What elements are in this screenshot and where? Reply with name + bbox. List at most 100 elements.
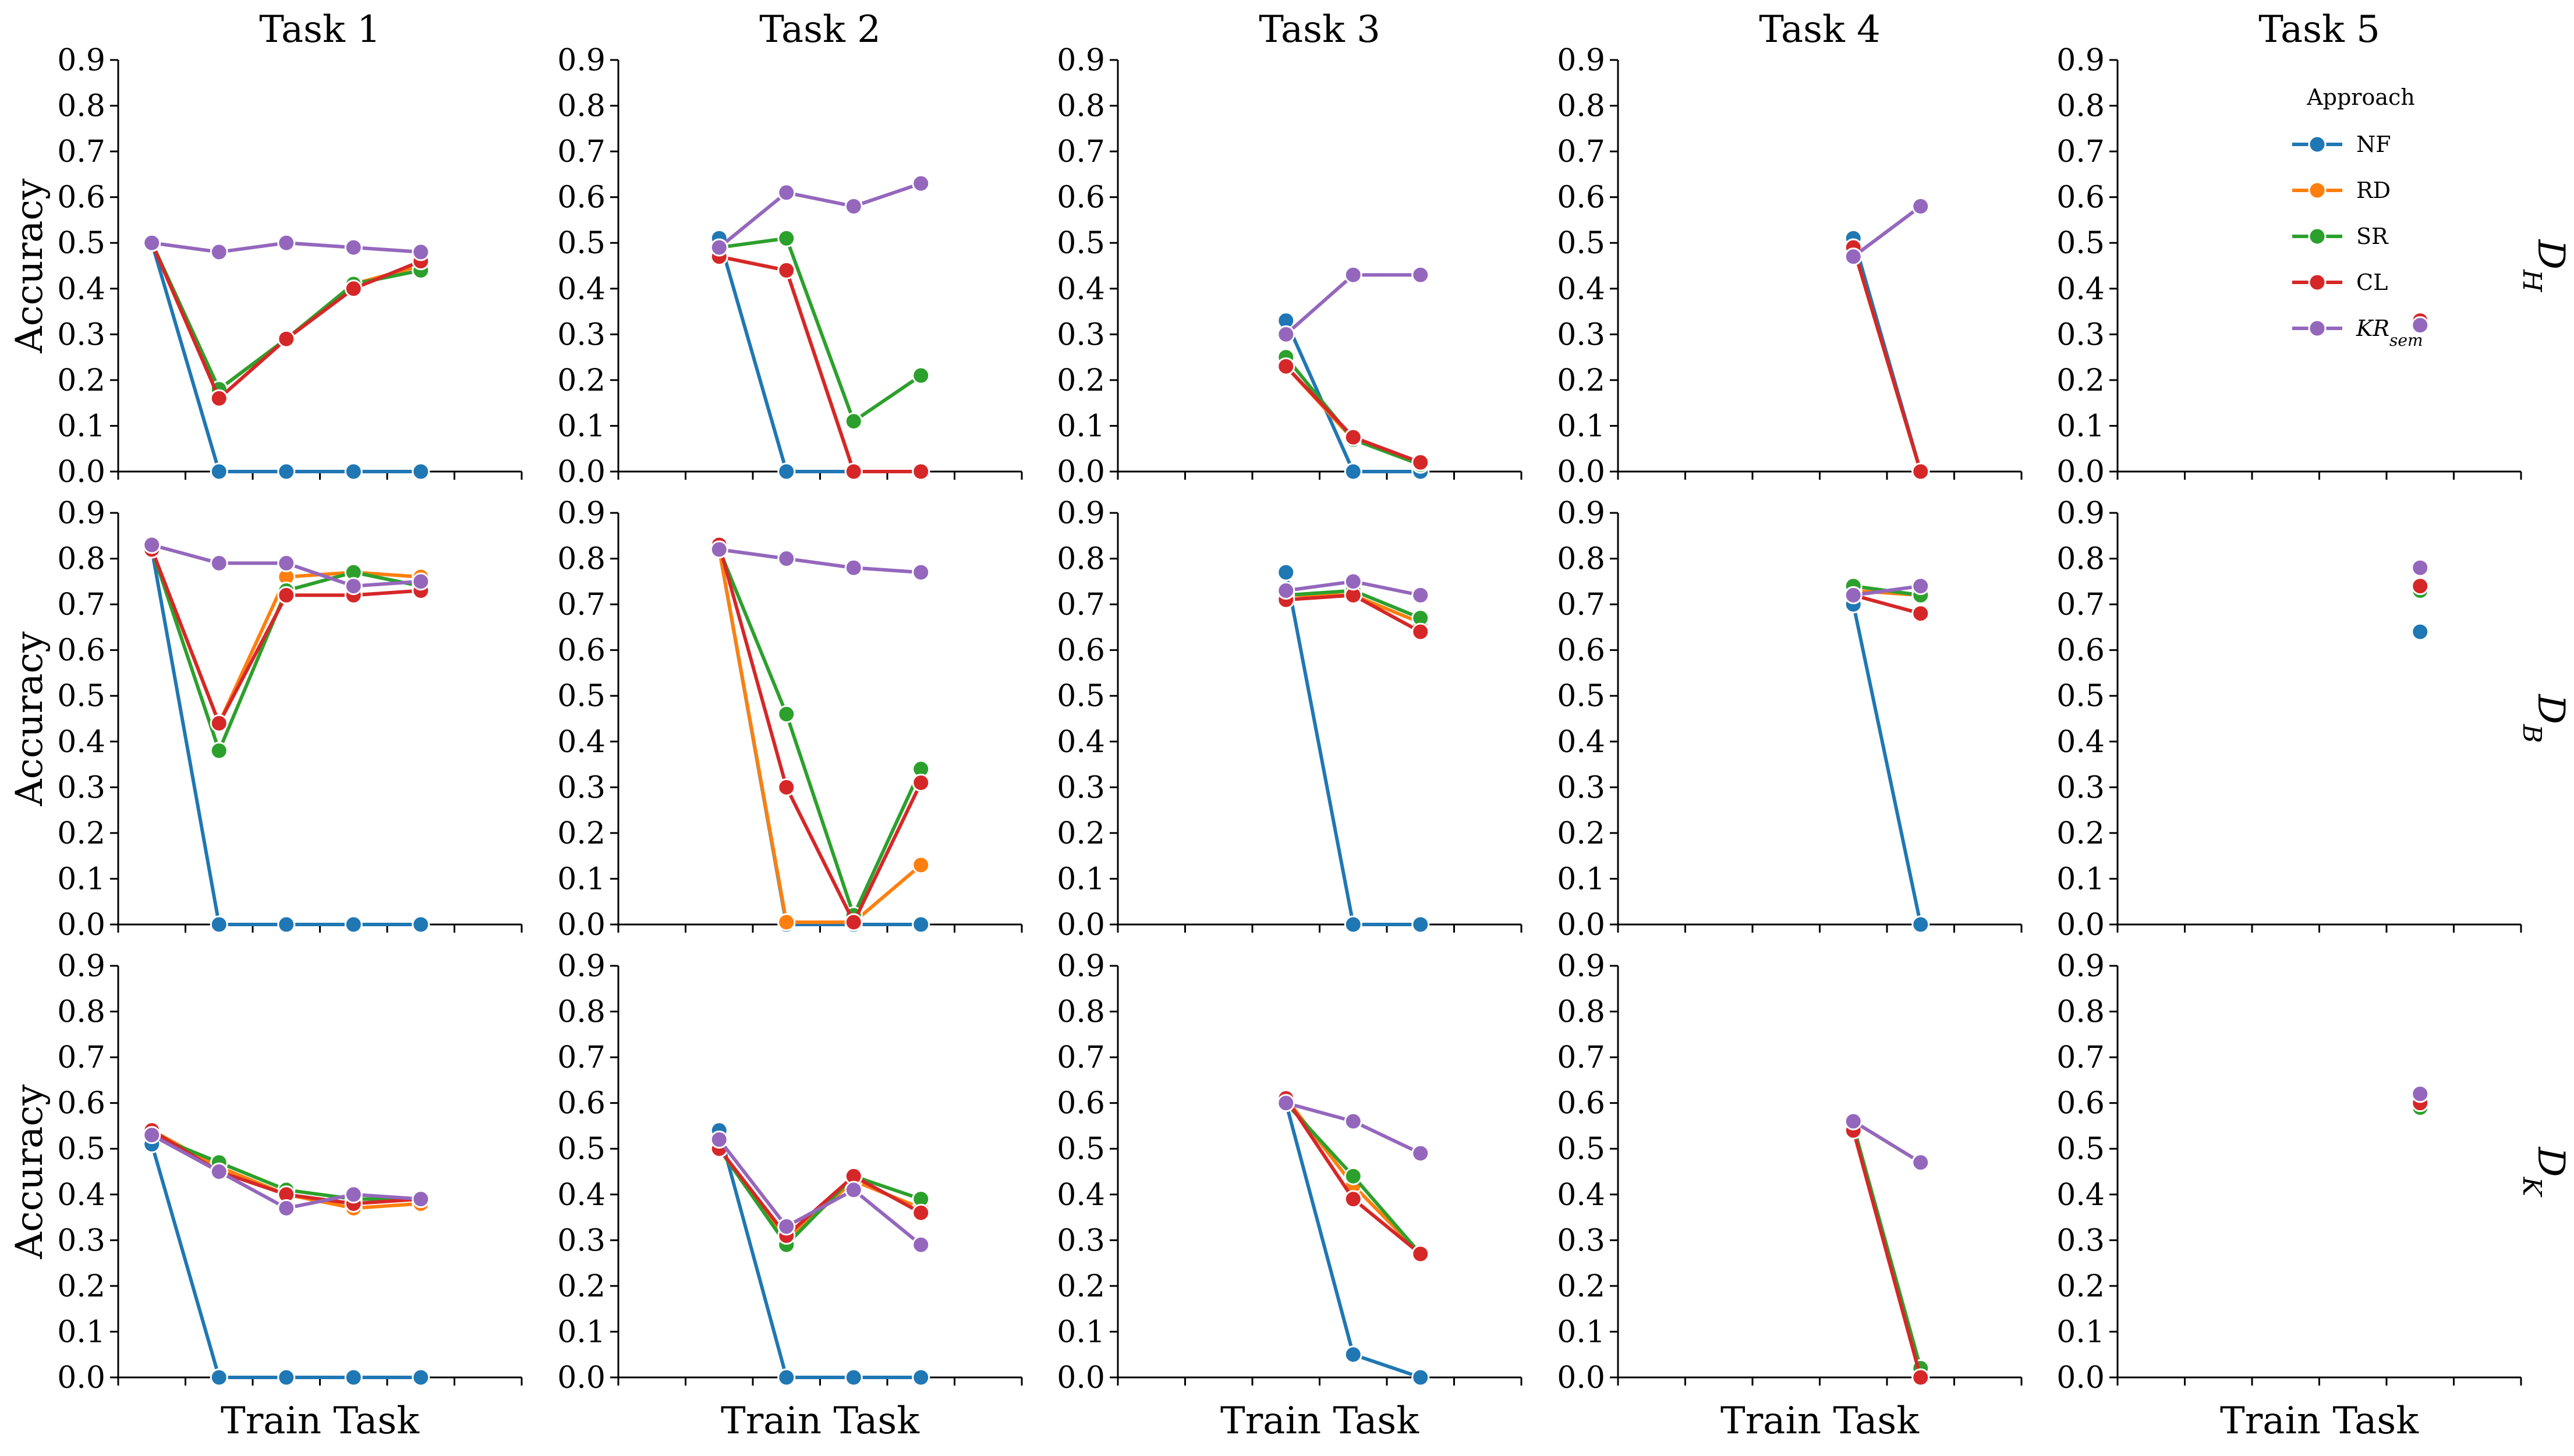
- y-tick-label: 0.8: [57, 542, 105, 577]
- panel-D_B-task-1: 0.0 0.1 0.2 0.3 0.4 0.5 0.6 0.7 0.8 0.9 Accuracy: [8, 496, 523, 943]
- x-axis-label: Train Task: [721, 1400, 920, 1443]
- y-tick-label: 0.5: [1057, 1132, 1105, 1167]
- y-tick-label: 0.2: [1057, 363, 1105, 398]
- data-point-KR: [412, 572, 430, 591]
- legend-label-text: CL: [2356, 270, 2388, 295]
- y-tick-label: 0.1: [2056, 862, 2105, 897]
- series-line-NF: [717, 1128, 923, 1379]
- y-tick-label: 0.1: [1057, 409, 1105, 444]
- y-tick-label: 0.2: [2056, 816, 2105, 851]
- y-tick-label: 0.5: [2056, 1132, 2105, 1167]
- y-tick-label: 0.9: [1557, 496, 1605, 531]
- y-tick-label: 0.9: [2056, 43, 2105, 78]
- series-line-NF: [150, 547, 423, 926]
- data-point-KR: [1344, 572, 1362, 591]
- y-tick-label: 0.4: [557, 725, 606, 760]
- panel-D_K-task-5: 0.0 0.1 0.2 0.3 0.4 0.5 0.6 0.7 0.8 0.9 Train Task: [2056, 949, 2522, 1443]
- panel-D_H-task-3: 0.0 0.1 0.2 0.3 0.4 0.5 0.6 0.7 0.8 0.9 Task 3: [1057, 8, 1523, 490]
- series-line-CL: [717, 543, 923, 924]
- data-point-NF: [277, 462, 296, 481]
- data-point-NF: [344, 462, 363, 481]
- series-line-SR: [717, 547, 923, 917]
- y-tick-label: 0.9: [1057, 43, 1105, 78]
- data-point-KR: [210, 554, 228, 572]
- series-line-NF: [717, 547, 923, 926]
- y-tick-label: 0.5: [557, 679, 606, 714]
- data-point-KR: [1844, 247, 1863, 266]
- y-tick-label: 0.1: [2056, 409, 2105, 444]
- y-tick-label: 0.0: [2056, 455, 2105, 490]
- legend-label-KR: KRsem: [2356, 316, 2423, 350]
- data-point-KR: [1344, 1112, 1362, 1131]
- y-tick-label: 0.6: [57, 1086, 105, 1121]
- y-tick-label: 0.0: [2056, 908, 2105, 943]
- legend-label-SR: SR: [2356, 224, 2389, 249]
- y-tick-label: 0.8: [57, 89, 105, 124]
- y-tick-label: 0.4: [1057, 725, 1105, 760]
- y-tick-label: 0.7: [557, 1040, 606, 1075]
- y-tick-label: 0.3: [2056, 770, 2105, 805]
- legend-swatch-marker-KR: [2308, 319, 2327, 338]
- data-point-KR: [277, 554, 296, 572]
- y-axis-label: Accuracy: [8, 632, 51, 807]
- legend-title: Approach: [2306, 84, 2415, 110]
- series-line-NF: [150, 1142, 423, 1379]
- data-point-SR: [777, 705, 796, 724]
- y-tick-label: 0.3: [2056, 1223, 2105, 1258]
- x-axis-label: Train Task: [1220, 1400, 1419, 1443]
- y-tick-label: 0.7: [557, 134, 606, 169]
- data-point-KR: [2411, 1085, 2430, 1103]
- data-point-CL: [1911, 462, 1930, 481]
- legend-swatch-marker-CL: [2308, 273, 2327, 292]
- data-point-RD: [912, 856, 930, 874]
- data-point-SR: [844, 412, 863, 431]
- y-tick-label: 0.6: [1057, 1086, 1105, 1121]
- x-axis-label: Train Task: [1720, 1400, 1920, 1443]
- y-tick-label: 0.6: [2056, 180, 2105, 215]
- series-line-NF: [1851, 603, 1922, 926]
- y-tick-label: 0.1: [1557, 1315, 1605, 1349]
- y-tick-label: 0.3: [1057, 1223, 1105, 1258]
- x-axis-label: Train Task: [2220, 1400, 2419, 1443]
- series-line-RD: [717, 254, 923, 473]
- data-point-KR: [344, 577, 363, 596]
- y-tick-label: 0.5: [557, 226, 606, 261]
- series-line-NF: [717, 236, 923, 473]
- series-line-CL: [1851, 246, 1922, 473]
- series-line-RD: [717, 547, 923, 924]
- y-tick-label: 0.8: [1557, 89, 1605, 124]
- y-tick-label: 0.1: [557, 409, 606, 444]
- y-tick-label: 0.6: [1557, 633, 1605, 668]
- data-point-NF: [1277, 563, 1295, 582]
- y-tick-label: 0.4: [2056, 725, 2105, 760]
- y-tick-label: 0.9: [557, 496, 606, 531]
- y-tick-label: 0.0: [1557, 1361, 1605, 1395]
- y-tick-label: 0.1: [57, 1315, 105, 1349]
- y-tick-label: 0.1: [1557, 409, 1605, 444]
- y-tick-label: 0.1: [57, 862, 105, 897]
- data-point-KR: [1844, 586, 1863, 604]
- data-point-KR: [844, 1181, 863, 1199]
- data-point-NF: [2411, 622, 2430, 641]
- y-tick-label: 0.1: [557, 1315, 606, 1349]
- data-point-NF: [1344, 462, 1362, 481]
- data-point-NF: [210, 462, 228, 481]
- column-title: Task 5: [2258, 8, 2380, 51]
- y-tick-label: 0.4: [57, 272, 105, 307]
- y-tick-label: 0.2: [557, 816, 606, 851]
- y-tick-label: 0.6: [1057, 180, 1105, 215]
- y-tick-label: 0.8: [2056, 995, 2105, 1030]
- data-point-NF: [277, 1368, 296, 1387]
- y-tick-label: 0.7: [2056, 134, 2105, 169]
- y-tick-label: 0.7: [1557, 587, 1605, 622]
- legend-label-NF: NF: [2356, 132, 2391, 157]
- y-tick-label: 0.4: [2056, 272, 2105, 307]
- legend-swatch-marker-NF: [2308, 135, 2327, 154]
- y-tick-label: 0.1: [1057, 862, 1105, 897]
- data-point-KR: [1411, 265, 1430, 284]
- data-point-KR: [777, 1217, 796, 1236]
- y-tick-label: 0.3: [57, 317, 105, 352]
- y-tick-label: 0.0: [557, 455, 606, 490]
- y-tick-label: 0.2: [57, 363, 105, 398]
- y-tick-label: 0.5: [57, 226, 105, 261]
